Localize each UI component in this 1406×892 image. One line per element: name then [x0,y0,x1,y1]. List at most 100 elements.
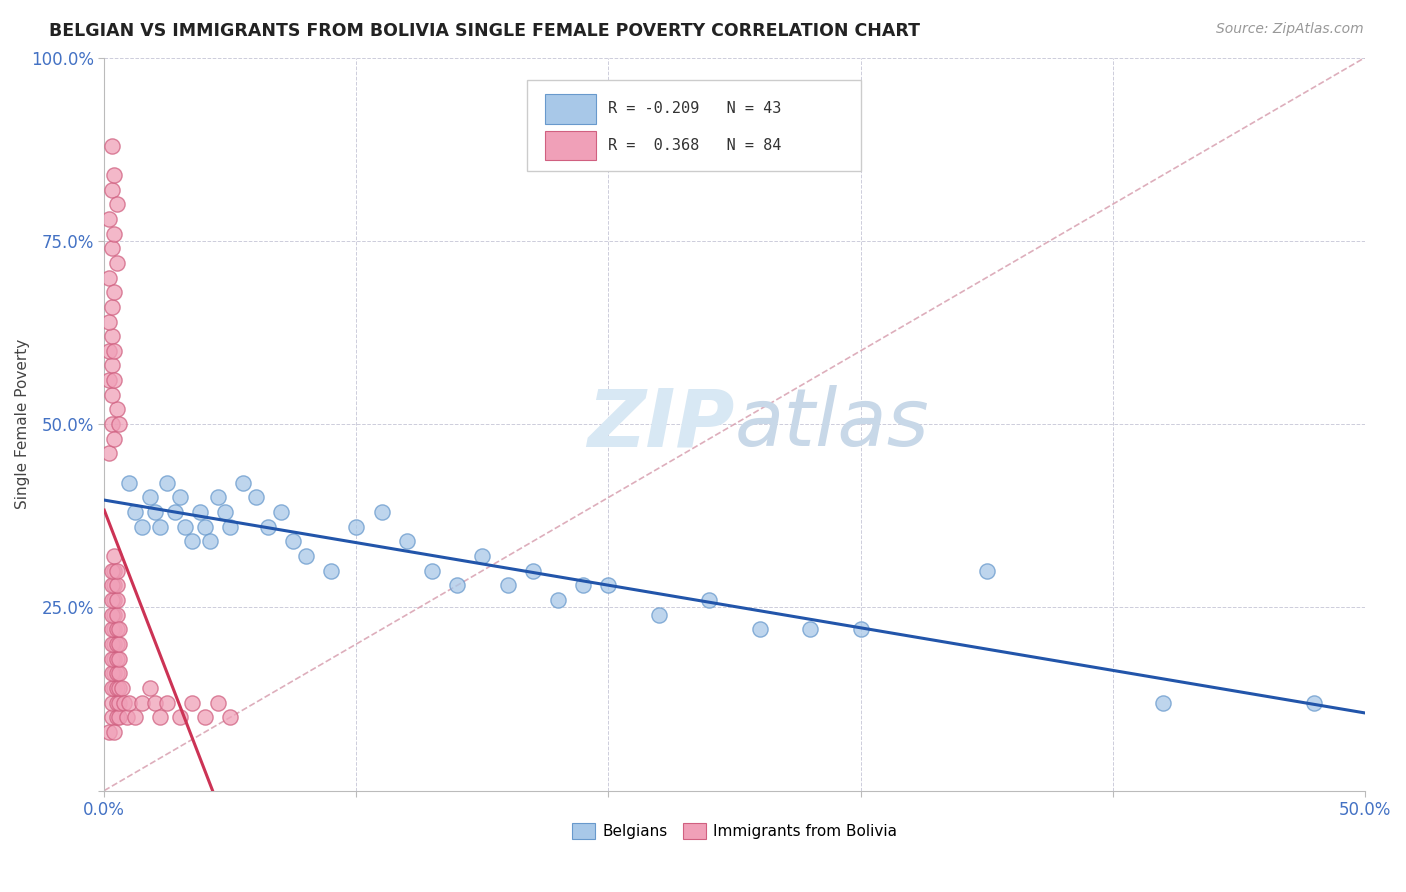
Point [98,373,121,387]
Point [103,549,125,563]
Point [101,183,124,197]
Point [105,256,128,270]
Point [103,651,125,665]
Point [108,417,131,431]
Point [471,549,494,563]
Point [270,505,292,519]
Point [105,666,128,681]
Point [219,520,242,534]
FancyBboxPatch shape [546,131,596,161]
Point [103,564,125,578]
Point [214,505,236,519]
Point [143,505,166,519]
Point [976,564,998,578]
Point [108,637,131,651]
Point [118,696,141,710]
Point [108,651,131,665]
Point [118,475,141,490]
Point [181,534,204,549]
Point [108,710,131,724]
Point [108,696,131,710]
Point [143,696,166,710]
Point [103,623,125,637]
Point [105,637,128,651]
Point [105,681,128,695]
Point [131,520,153,534]
Text: ZIP: ZIP [588,385,734,463]
Point [101,666,124,681]
Point [522,564,544,578]
Point [101,710,124,724]
FancyBboxPatch shape [526,79,860,171]
Point [395,534,418,549]
Point [103,373,125,387]
Legend: Belgians, Immigrants from Bolivia: Belgians, Immigrants from Bolivia [565,817,904,846]
Point [103,637,125,651]
Point [1152,696,1174,710]
Point [446,578,468,592]
Point [194,520,217,534]
Point [219,710,242,724]
Point [321,564,343,578]
Point [169,491,191,505]
Point [105,623,128,637]
Point [98,211,121,226]
Point [105,197,128,211]
Point [138,491,160,505]
Point [103,593,125,607]
Text: BELGIAN VS IMMIGRANTS FROM BOLIVIA SINGLE FEMALE POVERTY CORRELATION CHART: BELGIAN VS IMMIGRANTS FROM BOLIVIA SINGL… [49,22,920,40]
Point [103,432,125,446]
Point [105,578,128,592]
Point [648,607,671,622]
Point [103,168,125,182]
Point [103,227,125,241]
Point [188,505,211,519]
Point [169,710,191,724]
Point [149,710,172,724]
Point [105,564,128,578]
Point [111,681,134,695]
Point [101,388,124,402]
Point [283,534,305,549]
Point [101,623,124,637]
Text: R = -0.209   N = 43: R = -0.209 N = 43 [609,102,782,117]
Point [156,475,179,490]
Point [112,696,135,710]
Point [131,696,153,710]
Point [370,505,392,519]
Point [115,710,138,724]
Point [105,402,128,417]
Point [245,491,267,505]
Point [232,475,254,490]
Point [799,623,821,637]
Point [98,270,121,285]
FancyBboxPatch shape [546,95,596,124]
Point [103,681,125,695]
Point [124,505,146,519]
Point [748,623,770,637]
Point [105,651,128,665]
Point [207,491,229,505]
Point [181,696,204,710]
Point [103,343,125,358]
Point [849,623,872,637]
Point [697,593,720,607]
Point [572,578,595,592]
Point [124,710,146,724]
Point [98,314,121,328]
Point [344,520,367,534]
Point [101,564,124,578]
Point [103,725,125,739]
Point [108,623,131,637]
Point [103,607,125,622]
Point [105,696,128,710]
Point [295,549,318,563]
Point [101,607,124,622]
Point [257,520,280,534]
Point [138,681,160,695]
Point [163,505,186,519]
Point [108,666,131,681]
Point [101,359,124,373]
Point [101,593,124,607]
Point [547,593,569,607]
